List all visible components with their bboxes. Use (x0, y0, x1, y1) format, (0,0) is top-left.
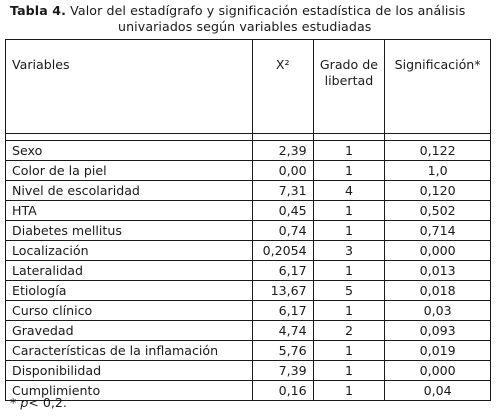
footnote-p: p (20, 395, 29, 410)
cell-significance: 0,04 (384, 380, 491, 401)
cell-variable: Nivel de escolaridad (5, 180, 253, 201)
cell-variable: Disponibilidad (5, 360, 253, 381)
table-row: Curso clínico 6,17 1 0,03 (5, 300, 491, 321)
results-table: Variables X² Grado de libertad Significa… (5, 39, 491, 401)
header-chi-square: X² (251, 39, 314, 134)
cell-degrees-of-freedom: 1 (312, 200, 386, 221)
table-row: Localización 0,2054 3 0,000 (5, 240, 491, 261)
cell-variable: Lateralidad (5, 260, 253, 281)
spacer-row (5, 133, 491, 141)
cell-variable: Diabetes mellitus (5, 220, 253, 241)
footnote-mark: * (10, 395, 21, 410)
table-row: Disponibilidad 7,39 1 0,000 (5, 360, 491, 381)
header-significance: Significación* (384, 39, 491, 134)
cell-degrees-of-freedom: 4 (312, 180, 386, 201)
cell-degrees-of-freedom: 1 (312, 380, 386, 401)
cell-variable: Curso clínico (5, 300, 253, 321)
cell-significance: 0,120 (384, 180, 491, 201)
cell-significance: 0,122 (384, 140, 491, 161)
cell-degrees-of-freedom: 2 (312, 320, 386, 341)
cell-variable: Sexo (5, 140, 253, 161)
cell-variable: Localización (5, 240, 253, 261)
cell-chi-square: 0,45 (251, 200, 314, 221)
cell-significance: 0,018 (384, 280, 491, 301)
cell-significance: 1,0 (384, 160, 491, 181)
header-degrees-of-freedom: Grado de libertad (312, 39, 386, 134)
cell-variable: Características de la inflamación (5, 340, 253, 361)
cell-variable: HTA (5, 200, 253, 221)
caption-line-2: univariados según variables estudiadas (118, 19, 372, 34)
table-row: Gravedad 4,74 2 0,093 (5, 320, 491, 341)
caption-text-1: Valor del estadígrafo y significación es… (66, 3, 466, 18)
cell-degrees-of-freedom: 1 (312, 260, 386, 281)
cell-significance: 0,714 (384, 220, 491, 241)
table-row: Lateralidad 6,17 1 0,013 (5, 260, 491, 281)
cell-degrees-of-freedom: 1 (312, 360, 386, 381)
caption-label: Tabla 4. (10, 3, 67, 18)
cell-chi-square: 5,76 (251, 340, 314, 361)
cell-degrees-of-freedom: 1 (312, 300, 386, 321)
cell-variable: Cumplimiento (5, 380, 253, 401)
table-row: HTA 0,45 1 0,502 (5, 200, 491, 221)
cell-significance: 0,000 (384, 240, 491, 261)
cell-chi-square: 6,17 (251, 300, 314, 321)
cell-significance: 0,093 (384, 320, 491, 341)
table-body: Sexo 2,39 1 0,122 Color de la piel 0,00 1 1,0 Ni… (5, 133, 491, 401)
cell-significance: 0,000 (384, 360, 491, 381)
cell-chi-square: 0,74 (251, 220, 314, 241)
cell-variable: Gravedad (5, 320, 253, 341)
cell-chi-square: 0,00 (251, 160, 314, 181)
table-caption: Tabla 4. Valor del estadígrafo y signifi… (10, 3, 494, 35)
cell-significance: 0,019 (384, 340, 491, 361)
cell-chi-square: 0,16 (251, 380, 314, 401)
cell-degrees-of-freedom: 1 (312, 340, 386, 361)
cell-significance: 0,013 (384, 260, 491, 281)
cell-significance: 0,502 (384, 200, 491, 221)
cell-chi-square: 2,39 (251, 140, 314, 161)
cell-chi-square: 4,74 (251, 320, 314, 341)
table-row: Nivel de escolaridad 7,31 4 0,120 (5, 180, 491, 201)
cell-variable: Color de la piel (5, 160, 253, 181)
cell-degrees-of-freedom: 5 (312, 280, 386, 301)
table-row: Sexo 2,39 1 0,122 (5, 140, 491, 161)
cell-degrees-of-freedom: 1 (312, 220, 386, 241)
table-row: Color de la piel 0,00 1 1,0 (5, 160, 491, 181)
cell-degrees-of-freedom: 1 (312, 160, 386, 181)
cell-chi-square: 13,67 (251, 280, 314, 301)
cell-variable: Etiología (5, 280, 253, 301)
cell-degrees-of-freedom: 3 (312, 240, 386, 261)
header-row: Variables X² Grado de libertad Significa… (5, 39, 491, 134)
caption-line-1: Tabla 4. Valor del estadígrafo y signifi… (10, 3, 494, 19)
table-row: Cumplimiento 0,16 1 0,04 (5, 380, 491, 401)
cell-chi-square: 7,31 (251, 180, 314, 201)
cell-significance: 0,03 (384, 300, 491, 321)
cell-chi-square: 6,17 (251, 260, 314, 281)
cell-chi-square: 0,2054 (251, 240, 314, 261)
table-row: Características de la inflamación 5,76 1 0,… (5, 340, 491, 361)
cell-chi-square: 7,39 (251, 360, 314, 381)
header-variables: Variables (5, 39, 253, 134)
footnote: * p< 0,2. (10, 395, 67, 411)
table-row: Diabetes mellitus 0,74 1 0,714 (5, 220, 491, 241)
footnote-text: < 0,2. (28, 395, 67, 410)
cell-degrees-of-freedom: 1 (312, 140, 386, 161)
table-row: Etiología 13,67 5 0,018 (5, 280, 491, 301)
